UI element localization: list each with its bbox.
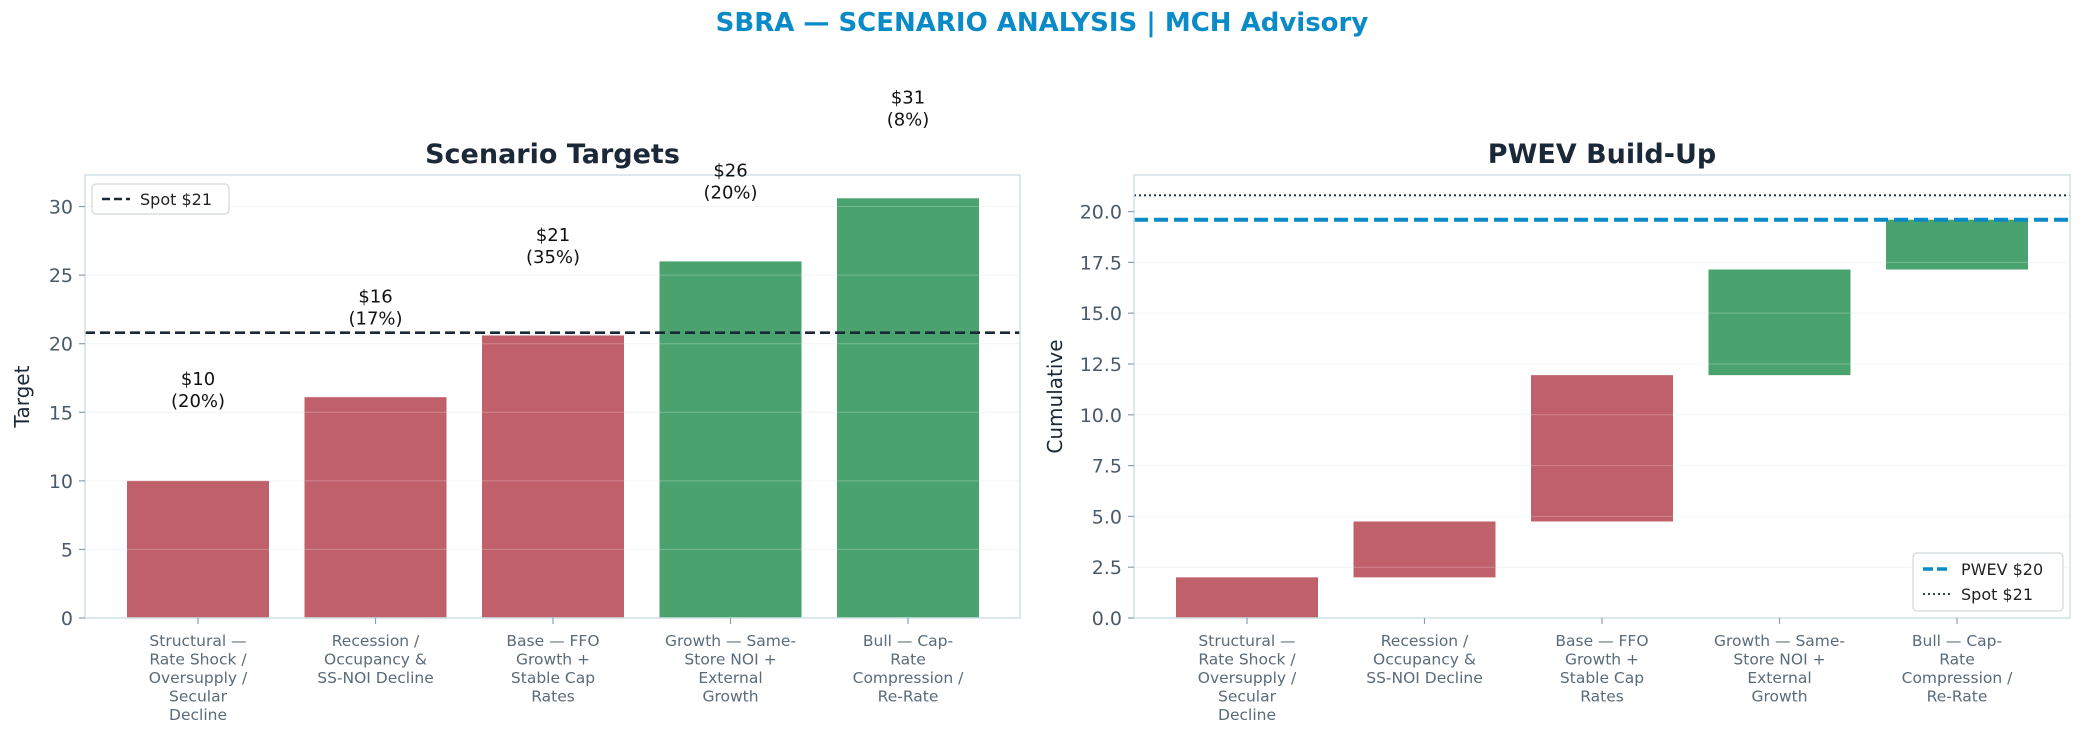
bar xyxy=(1708,269,1851,376)
scenario-targets-chart: Scenario Targets 0 5 10 15 20 25 30 Target Struct… xyxy=(10,88,1021,724)
data-label: (35%) xyxy=(526,247,580,268)
x-tick-label: Recession / xyxy=(1381,632,1469,650)
chart-title: PWEV Build-Up xyxy=(1488,139,1716,170)
x-tick-label: Rates xyxy=(1580,688,1624,706)
y-tick-label: 0 xyxy=(61,608,73,630)
y-tick-label: 2.5 xyxy=(1092,557,1122,579)
y-axis-label: Cumulative xyxy=(1043,339,1067,453)
x-tick-label: Structural — xyxy=(149,632,246,650)
bar xyxy=(127,480,269,618)
x-tick-label: Recession / xyxy=(332,632,420,650)
legend-box xyxy=(91,183,230,215)
y-tick-label: 15.0 xyxy=(1080,303,1122,325)
data-label: (17%) xyxy=(348,309,402,330)
data-label: (20%) xyxy=(703,182,757,203)
data-label: $21 xyxy=(536,225,570,246)
x-tick-label: Bull — Cap- xyxy=(863,632,953,650)
x-tick-label: Compression / xyxy=(1902,669,2014,687)
bar xyxy=(1353,521,1496,578)
legend-label: PWEV $20 xyxy=(1961,560,2043,579)
y-axis-label: Target xyxy=(10,365,34,428)
x-tick-label: Stable Cap xyxy=(511,669,595,687)
y-tick-label: 30 xyxy=(49,197,73,219)
y-tick-label: 10.0 xyxy=(1080,405,1122,427)
legend: Spot $21 xyxy=(91,183,230,215)
x-tick-label: Store NOI + xyxy=(684,651,776,669)
x-tick-label: Growth — Same- xyxy=(1714,632,1845,650)
y-tick-label: 12.5 xyxy=(1080,354,1122,376)
x-tick-label: External xyxy=(698,669,762,687)
figure-title: SBRA — SCENARIO ANALYSIS | MCH Advisory xyxy=(715,8,1369,38)
x-tick-label: External xyxy=(1747,669,1811,687)
legend-box xyxy=(1912,552,2064,612)
y-tick-label: 20.0 xyxy=(1080,202,1122,224)
x-tick-label: Secular xyxy=(1218,688,1277,706)
y-tick-label: 20 xyxy=(49,334,73,356)
x-tick-label: Growth + xyxy=(1565,651,1639,669)
x-tick-label: Growth xyxy=(702,688,758,706)
x-tick-label: Occupancy & xyxy=(1373,651,1476,669)
x-tick-label: Oversupply / xyxy=(149,669,248,687)
x-tick-label: Rates xyxy=(531,688,575,706)
bar xyxy=(482,335,624,618)
y-tick-label: 17.5 xyxy=(1080,252,1122,274)
y-tick-label: 25 xyxy=(49,265,73,287)
data-label: $16 xyxy=(358,287,392,308)
x-tick-label: Rate xyxy=(890,651,926,669)
x-tick-label: SS-NOI Decline xyxy=(1366,669,1483,687)
x-tick-label: Re-Rate xyxy=(1927,688,1988,706)
data-label: $26 xyxy=(713,160,747,181)
x-tick-label: Oversupply / xyxy=(1198,669,1297,687)
legend-label: Spot $21 xyxy=(1961,585,2033,604)
x-tick-label: Growth — Same- xyxy=(665,632,796,650)
bar xyxy=(1176,577,1318,618)
pwev-buildup-chart: PWEV Build-Up 0.0 2.5 5.0 7.5 10.0 12.5 15.0 17.… xyxy=(1043,139,2071,724)
bar xyxy=(1886,219,2028,270)
x-tick-label: SS-NOI Decline xyxy=(317,669,434,687)
x-tick-label: Stable Cap xyxy=(1560,669,1644,687)
data-label: (20%) xyxy=(171,391,225,412)
x-tick-label: Growth xyxy=(1751,688,1807,706)
y-tick-label: 10 xyxy=(49,471,73,493)
bar xyxy=(304,397,447,618)
x-tick-label: Decline xyxy=(169,706,227,724)
x-tick-label: Decline xyxy=(1218,706,1276,724)
x-tick-label: Rate xyxy=(1939,651,1975,669)
data-label: (8%) xyxy=(887,110,930,131)
bar xyxy=(1531,375,1673,522)
chart-title: Scenario Targets xyxy=(425,139,680,170)
x-tick-label: Re-Rate xyxy=(878,688,939,706)
legend: PWEV $20 Spot $21 xyxy=(1912,552,2064,612)
y-tick-label: 7.5 xyxy=(1092,456,1122,478)
legend-label: Spot $21 xyxy=(140,190,212,209)
bar xyxy=(659,261,802,618)
x-tick-label: Store NOI + xyxy=(1733,651,1825,669)
x-tick-label: Base — FFO xyxy=(506,632,599,650)
x-tick-label: Base — FFO xyxy=(1555,632,1648,650)
x-tick-label: Compression / xyxy=(853,669,965,687)
x-tick-label: Rate Shock / xyxy=(149,651,247,669)
x-tick-label: Bull — Cap- xyxy=(1912,632,2002,650)
x-tick-label: Growth + xyxy=(516,651,590,669)
y-tick-label: 15 xyxy=(49,402,73,424)
y-tick-label: 0.0 xyxy=(1092,608,1122,630)
x-tick-label: Rate Shock / xyxy=(1198,651,1296,669)
x-tick-label: Structural — xyxy=(1198,632,1295,650)
data-label: $31 xyxy=(891,88,925,109)
data-label: $10 xyxy=(181,369,215,390)
y-tick-label: 5.0 xyxy=(1092,506,1122,528)
x-tick-label: Occupancy & xyxy=(324,651,427,669)
y-tick-label: 5 xyxy=(61,539,73,561)
bar xyxy=(837,198,979,618)
x-tick-label: Secular xyxy=(169,688,228,706)
